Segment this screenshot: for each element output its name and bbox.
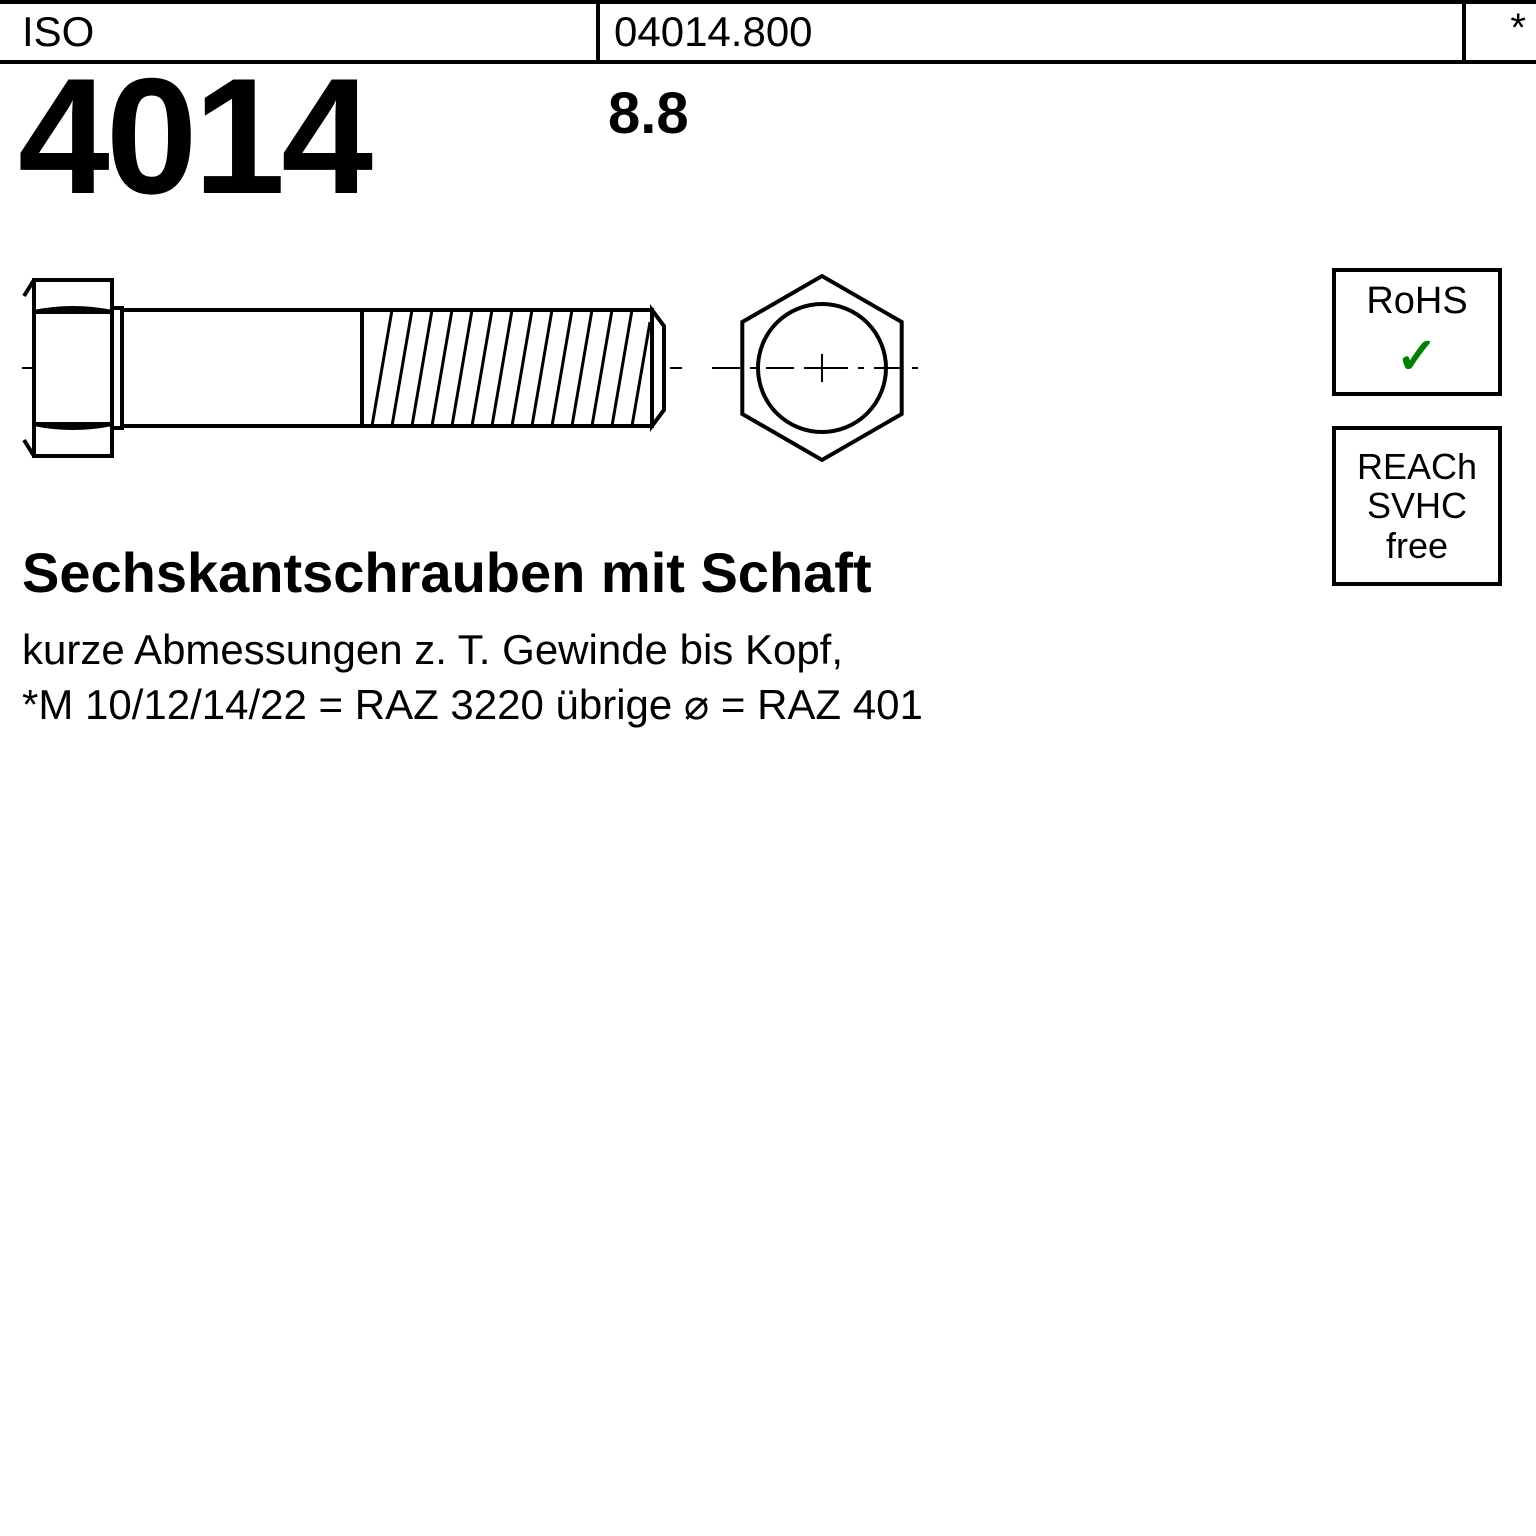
check-icon: ✓	[1396, 327, 1438, 385]
description-line-2: *M 10/12/14/22 = RAZ 3220 übrige ⌀ = RAZ…	[22, 680, 923, 729]
rohs-badge: RoHS ✓	[1332, 268, 1502, 396]
grade-label: 8.8	[608, 80, 689, 147]
datasheet-page: ISO 04014.800 * 4014 8.8	[0, 0, 1536, 1536]
reach-line1: REACh	[1357, 447, 1477, 487]
bolt-diagram	[22, 268, 922, 473]
reach-badge: REACh SVHC free	[1332, 426, 1502, 586]
reach-line2: SVHC	[1367, 486, 1467, 526]
header-asterisk: *	[1466, 4, 1536, 60]
standard-number: 4014	[18, 54, 369, 219]
description-line-1: kurze Abmessungen z. T. Gewinde bis Kopf…	[22, 626, 843, 674]
rohs-label: RoHS	[1366, 280, 1467, 323]
header-code: 04014.800	[600, 4, 1466, 60]
product-title: Sechskantschrauben mit Schaft	[22, 540, 872, 605]
reach-line3: free	[1386, 526, 1448, 566]
